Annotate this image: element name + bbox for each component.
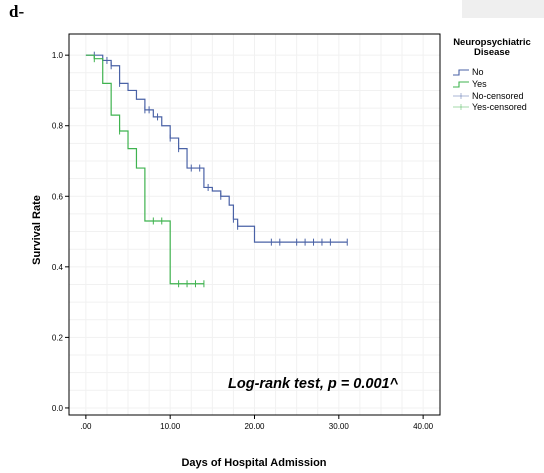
y-tick-label: 1.0 xyxy=(52,51,64,60)
legend-swatch-no xyxy=(453,69,469,76)
legend-label-no: No xyxy=(472,67,484,77)
legend-label-yes: Yes xyxy=(472,79,487,89)
x-tick-label: 30.00 xyxy=(329,422,350,431)
x-axis-title: Days of Hospital Admission xyxy=(181,457,326,469)
series-line-no xyxy=(85,54,348,243)
legend-title: Disease xyxy=(474,47,510,58)
y-tick-label: 0.6 xyxy=(52,192,64,201)
y-tick-label: 0.8 xyxy=(52,122,64,131)
x-tick-label: .00 xyxy=(80,422,92,431)
legend-title: Neuropsychiatric xyxy=(453,37,531,48)
series-group xyxy=(85,51,348,288)
legend-label-no-censored: No-censored xyxy=(472,91,524,101)
x-tick-label: 10.00 xyxy=(160,422,181,431)
axes: 0.0 0.2 0.4 0.6 0.8 1.0 .00 10.00 20.00 30.00 40.0… xyxy=(52,51,434,431)
legend-label-yes-censored: Yes-censored xyxy=(472,102,527,112)
x-tick-label: 20.00 xyxy=(244,422,265,431)
y-axis-title: Survival Rate xyxy=(31,195,43,265)
series-line-yes xyxy=(85,54,204,285)
legend-swatch-yes xyxy=(453,81,469,88)
x-tick-label: 40.00 xyxy=(413,422,434,431)
log-rank-annotation: Log-rank test, p = 0.001^ xyxy=(228,376,399,392)
panel-label: d- xyxy=(9,2,25,21)
grid-lines xyxy=(69,34,440,415)
y-tick-label: 0.2 xyxy=(52,333,64,342)
corner-box xyxy=(462,0,544,18)
y-tick-label: 0.0 xyxy=(52,404,64,413)
y-tick-label: 0.4 xyxy=(52,263,64,272)
